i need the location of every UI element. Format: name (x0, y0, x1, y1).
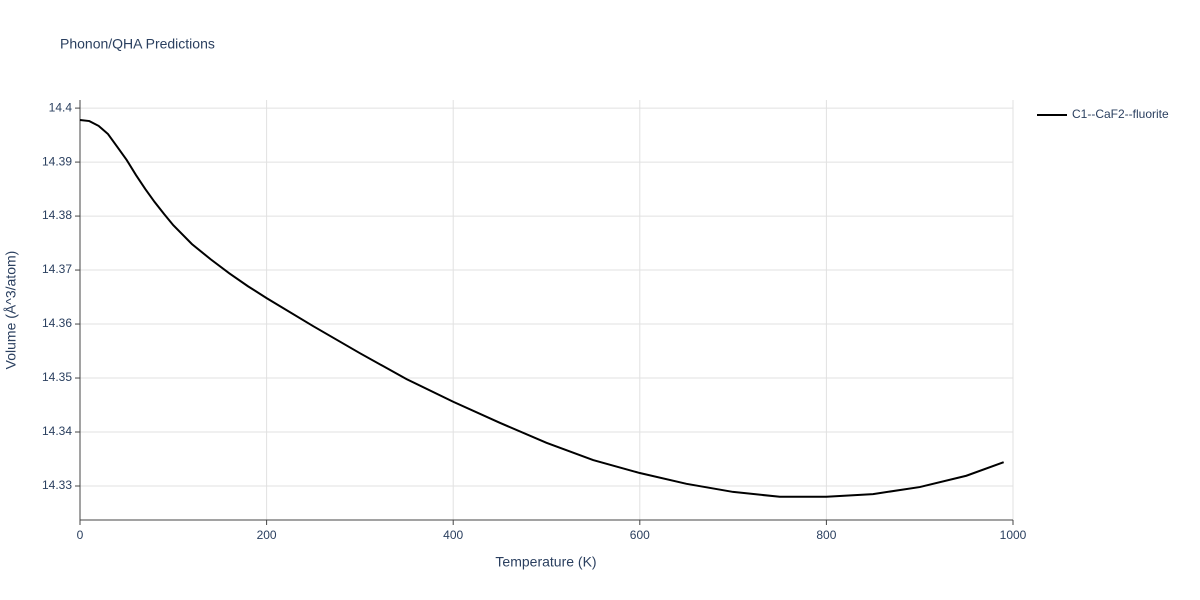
x-tick-label: 800 (816, 528, 836, 542)
x-tick-label: 1000 (1000, 528, 1027, 542)
y-tick-label: 14.35 (42, 370, 72, 384)
y-tick-label: 14.33 (42, 478, 72, 492)
y-axis-label: Volume (Å^3/atom) (3, 251, 19, 370)
x-axis-label: Temperature (K) (495, 554, 596, 570)
chart-title: Phonon/QHA Predictions (60, 36, 215, 52)
y-tick-label: 14.4 (49, 100, 73, 114)
x-tick-label: 400 (443, 528, 463, 542)
y-tick-label: 14.38 (42, 208, 72, 222)
x-tick-label: 200 (257, 528, 277, 542)
y-tick-label: 14.36 (42, 316, 72, 330)
y-tick-label: 14.37 (42, 262, 72, 276)
data-line (79, 118, 1005, 498)
legend-label: C1--CaF2--fluorite (1072, 107, 1169, 121)
y-tick-label: 14.39 (42, 154, 72, 168)
y-tick-label: 14.34 (42, 424, 72, 438)
x-tick-label: 0 (77, 528, 84, 542)
x-tick-label: 600 (630, 528, 650, 542)
